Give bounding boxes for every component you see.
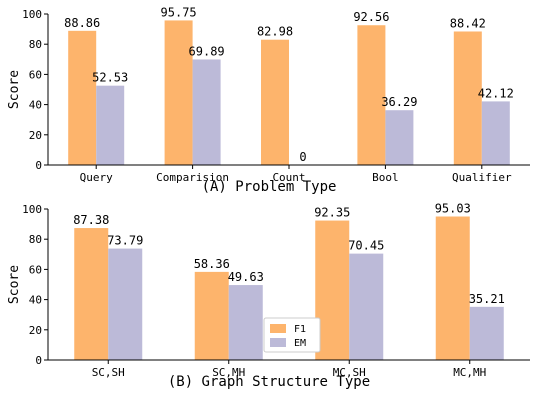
bar-f1-1 bbox=[164, 20, 193, 166]
y-tick-label-4: 80 bbox=[29, 38, 42, 51]
legend-label-em: EM bbox=[294, 338, 306, 349]
x-tick-label-3: Bool bbox=[372, 171, 399, 184]
bar-f1-2 bbox=[261, 39, 289, 166]
data-label-em-2: 0 bbox=[299, 150, 306, 164]
data-label-f1-1: 95.75 bbox=[161, 5, 197, 19]
data-label-f1-1: 58.36 bbox=[194, 257, 230, 271]
x-tick-label-4: Qualifier bbox=[452, 171, 512, 184]
bar-em-1 bbox=[192, 59, 221, 166]
data-label-em-0: 52.53 bbox=[92, 71, 128, 85]
y-tick-label-1: 20 bbox=[29, 129, 42, 142]
data-label-f1-3: 92.56 bbox=[353, 10, 389, 24]
y-tick-label-0: 0 bbox=[35, 354, 42, 367]
data-label-em-4: 42.12 bbox=[478, 86, 514, 100]
x-tick-label-2: MC,SH bbox=[333, 366, 366, 379]
legend: F1 EM bbox=[263, 317, 321, 353]
bar-f1-3 bbox=[435, 216, 470, 360]
bar-f1-3 bbox=[357, 25, 386, 165]
bar-f1-4 bbox=[453, 31, 482, 166]
data-label-em-1: 49.63 bbox=[228, 270, 264, 284]
bar-f1-0 bbox=[68, 30, 97, 166]
bar-f1-2 bbox=[315, 220, 350, 360]
x-tick-label-2: Count bbox=[272, 171, 305, 184]
x-tick-label-1: Comparision bbox=[156, 171, 229, 184]
y-tick-label-4: 80 bbox=[29, 233, 42, 246]
legend-swatch-em bbox=[270, 338, 286, 347]
chart-panel-problem-type: 88.86 52.53 Query 95.75 69.89 Comparision 82.9… bbox=[7, 5, 530, 195]
bar-em-0 bbox=[96, 85, 125, 165]
y-tick-label-5: 100 bbox=[22, 8, 42, 21]
y-axis-title: Score bbox=[7, 265, 22, 304]
bar-em-3 bbox=[385, 110, 414, 165]
data-label-em-3: 36.29 bbox=[381, 95, 417, 109]
bar-f1-0 bbox=[74, 228, 109, 360]
bar-em-1 bbox=[228, 285, 263, 360]
data-label-em-1: 69.89 bbox=[189, 44, 225, 58]
panel-caption: (A) Problem Type bbox=[202, 179, 337, 195]
panel-caption: (B) Graph Structure Type bbox=[168, 374, 370, 390]
y-tick-label-2: 40 bbox=[29, 99, 42, 112]
y-tick-label-3: 60 bbox=[29, 263, 42, 276]
x-tick-label-3: MC,MH bbox=[453, 366, 486, 379]
data-label-em-3: 35.21 bbox=[469, 292, 505, 306]
legend-swatch-f1 bbox=[270, 324, 286, 333]
y-tick-label-3: 60 bbox=[29, 68, 42, 81]
bar-f1-1 bbox=[194, 271, 229, 360]
data-label-em-2: 70.45 bbox=[348, 239, 384, 253]
bar-em-4 bbox=[481, 101, 510, 165]
y-tick-label-0: 0 bbox=[35, 159, 42, 172]
data-label-f1-4: 88.42 bbox=[450, 16, 486, 30]
data-label-f1-0: 88.86 bbox=[64, 16, 100, 30]
y-tick-label-2: 40 bbox=[29, 294, 42, 307]
y-tick-label-5: 100 bbox=[22, 203, 42, 216]
data-label-f1-2: 92.35 bbox=[314, 206, 350, 220]
data-label-f1-3: 95.03 bbox=[435, 202, 471, 216]
bar-em-0 bbox=[108, 248, 143, 360]
y-tick-label-1: 20 bbox=[29, 324, 42, 337]
data-label-em-0: 73.79 bbox=[107, 234, 143, 248]
x-tick-label-1: SC,MH bbox=[212, 366, 245, 379]
y-axis-title: Score bbox=[7, 70, 22, 109]
bar-em-3 bbox=[469, 306, 504, 360]
data-label-f1-0: 87.38 bbox=[73, 213, 109, 227]
legend-label-f1: F1 bbox=[294, 324, 306, 335]
x-tick-label-0: SC,SH bbox=[92, 366, 125, 379]
x-tick-label-0: Query bbox=[80, 171, 113, 184]
bar-em-2 bbox=[349, 253, 384, 360]
data-label-f1-2: 82.98 bbox=[257, 25, 293, 39]
